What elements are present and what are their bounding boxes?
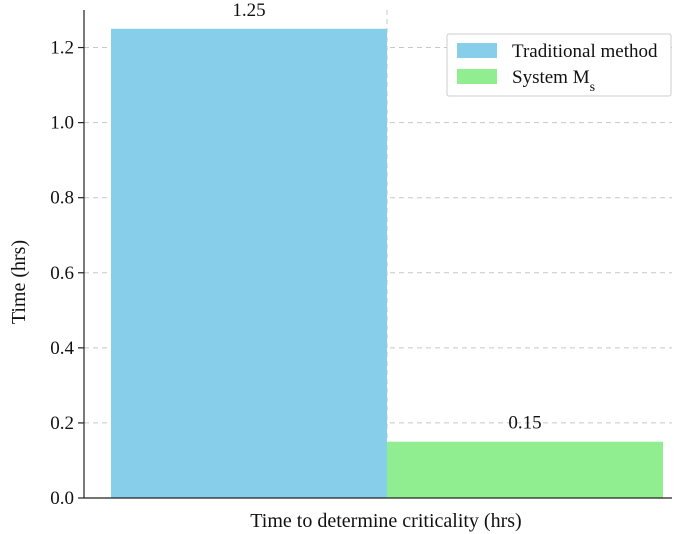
axes xyxy=(83,10,672,499)
y-tick-label: 0.4 xyxy=(50,338,74,359)
y-tick-label: 1.2 xyxy=(50,38,74,59)
bar-system-ms xyxy=(387,441,663,498)
legend-swatch xyxy=(457,43,497,58)
legend-frame xyxy=(446,33,672,97)
bar-traditional-method xyxy=(111,28,387,499)
legend-swatch xyxy=(457,69,497,84)
y-ticks: 0.0 0.2 0.4 0.6 0.8 1.0 1.2 xyxy=(50,38,84,509)
data-labels: 1.25 0.15 xyxy=(232,0,541,434)
bar-value-label: 0.15 xyxy=(508,413,541,434)
y-tick-label: 1.0 xyxy=(50,113,74,134)
bars xyxy=(111,28,663,499)
y-tick-label: 0.6 xyxy=(50,263,74,284)
legend-label-subscript: s xyxy=(590,80,595,95)
y-tick-label: 0.2 xyxy=(50,413,74,434)
y-axis-label: Time (hrs) xyxy=(8,240,30,324)
bar-value-label: 1.25 xyxy=(232,0,265,21)
y-tick-label: 0.0 xyxy=(50,488,74,509)
y-tick-label: 0.8 xyxy=(50,188,74,209)
legend-label: Traditional method xyxy=(512,41,658,62)
x-axis-label: Time to determine criticality (hrs) xyxy=(250,510,521,532)
